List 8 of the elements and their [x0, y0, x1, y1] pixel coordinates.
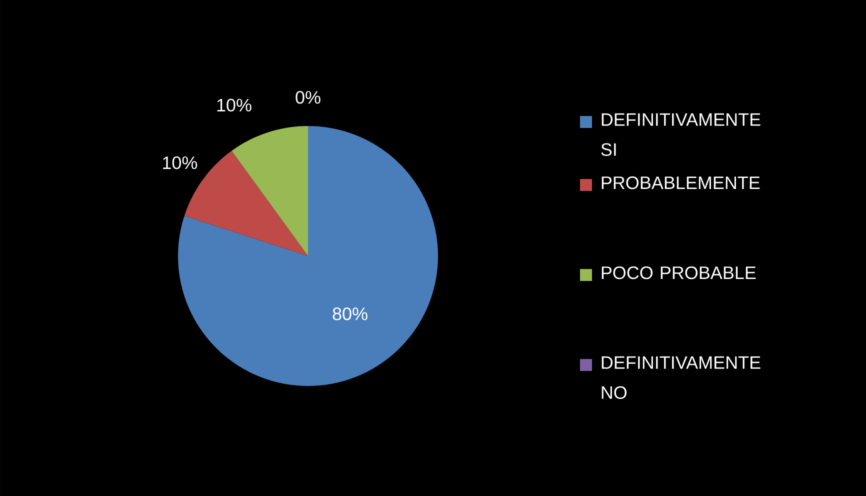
legend-label: DEFINITIVAMENTE SI [601, 113, 760, 156]
legend-label: PROBABLEMENTE [602, 176, 760, 190]
data-label: 80% [332, 307, 368, 320]
legend-label: DEFINITIVAMENTE NO [602, 356, 760, 399]
text: 0% [296, 91, 320, 104]
data-label: 10% [163, 156, 198, 170]
data-label: 10% [217, 98, 252, 112]
legend-label: POCO PROBABLE [602, 266, 756, 280]
